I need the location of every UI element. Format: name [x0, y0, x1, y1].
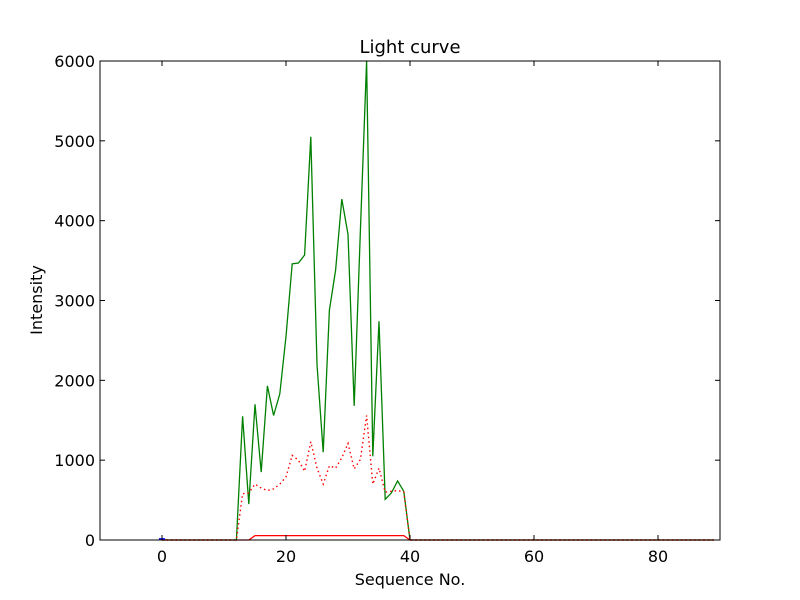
series-line-2: [162, 415, 714, 541]
series-line-1: [162, 60, 714, 541]
y-tick-label: 2000: [54, 371, 95, 390]
x-tick-label: 40: [400, 547, 420, 566]
x-tick-label: 80: [648, 547, 668, 566]
y-tick-label: 4000: [54, 212, 95, 231]
y-tick-label: 3000: [54, 292, 95, 311]
y-tick-label: 1000: [54, 451, 95, 470]
x-axis-label: Sequence No.: [355, 570, 466, 589]
y-tick-label: 0: [85, 531, 95, 550]
y-axis-label: Intensity: [27, 265, 46, 335]
y-tick-label: 5000: [54, 132, 95, 151]
y-tick-label: 6000: [54, 52, 95, 71]
plot-frame: [99, 60, 721, 541]
x-tick-label: 60: [524, 547, 544, 566]
tick-layer: 0 20 40 60 80 0 1000 2000 3000 4000 5000 6000: [54, 52, 720, 566]
chart-title: Light curve: [359, 37, 460, 58]
series-layer: [158, 60, 714, 541]
x-tick-label: 20: [276, 547, 296, 566]
x-tick-label: 0: [157, 547, 167, 566]
